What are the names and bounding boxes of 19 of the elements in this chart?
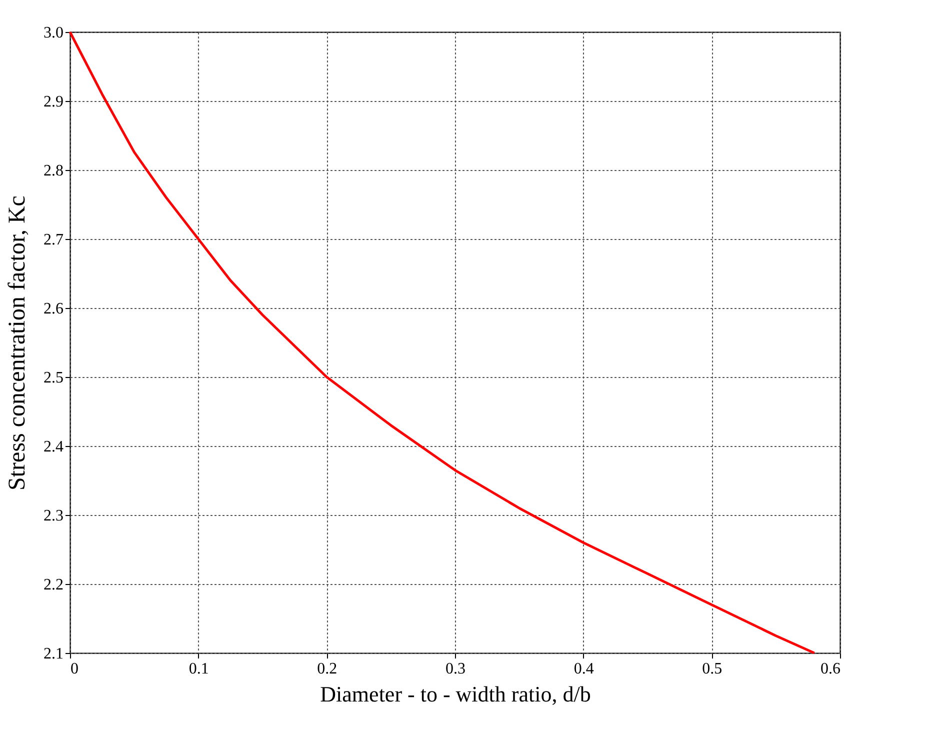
x-tick-label: 0.5	[702, 660, 722, 678]
y-tick-label: 2.4	[44, 438, 64, 456]
x-tick-label: 0.2	[317, 660, 338, 678]
y-tick-label: 2.9	[44, 94, 64, 110]
y-tick-label: 2.6	[44, 300, 64, 318]
x-tick-label: 0.6	[820, 660, 840, 678]
x-tick-label: 0.3	[446, 660, 466, 678]
y-tick-label: 2.2	[44, 576, 64, 594]
x-tick-label: 0	[70, 660, 78, 678]
x-axis-title: Diameter - to - width ratio, d/b	[320, 682, 591, 706]
y-tick-label: 2.7	[44, 232, 64, 248]
y-tick-label: 2.5	[44, 370, 64, 386]
x-tick-label: 0.1	[188, 660, 209, 678]
x-tick-label: 0.4	[574, 660, 594, 678]
y-tick-label: 2.8	[44, 162, 64, 180]
y-axis-title: Stress concentration factor, Kc	[4, 196, 30, 490]
y-tick-label: 3.0	[44, 24, 64, 42]
y-tick-label: 2.1	[44, 646, 64, 662]
y-tick-label: 2.3	[44, 508, 64, 524]
